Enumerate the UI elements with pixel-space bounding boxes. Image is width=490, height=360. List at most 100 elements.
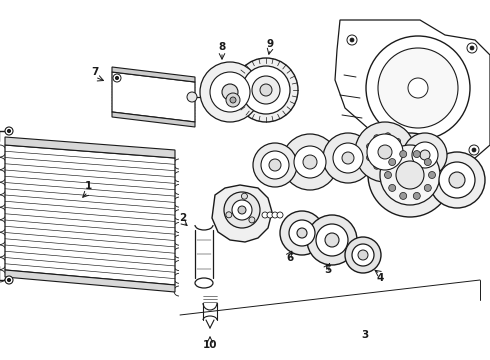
Text: 1: 1 [84, 181, 92, 191]
Circle shape [234, 58, 298, 122]
Circle shape [294, 146, 326, 178]
Circle shape [400, 150, 407, 158]
Text: 10: 10 [203, 340, 217, 350]
Circle shape [367, 143, 372, 149]
Polygon shape [212, 185, 272, 242]
Circle shape [345, 237, 381, 273]
Circle shape [385, 171, 392, 179]
Circle shape [262, 212, 268, 218]
Polygon shape [335, 20, 490, 165]
Circle shape [367, 155, 372, 161]
Circle shape [242, 66, 290, 114]
Circle shape [230, 97, 236, 103]
Circle shape [412, 142, 438, 168]
Circle shape [238, 206, 246, 214]
Text: 5: 5 [324, 265, 332, 275]
Circle shape [380, 145, 440, 205]
Text: 8: 8 [219, 42, 225, 52]
Circle shape [316, 224, 348, 256]
Circle shape [424, 158, 431, 166]
Circle shape [200, 62, 260, 122]
Circle shape [350, 38, 354, 42]
Text: 4: 4 [376, 273, 384, 283]
Circle shape [297, 228, 307, 238]
Circle shape [403, 133, 447, 177]
Polygon shape [112, 112, 195, 127]
Circle shape [210, 72, 250, 112]
Circle shape [394, 159, 401, 166]
Circle shape [242, 193, 247, 199]
Circle shape [5, 127, 13, 135]
Circle shape [347, 35, 357, 45]
Circle shape [355, 122, 415, 182]
Circle shape [378, 145, 392, 159]
Circle shape [356, 146, 360, 150]
Circle shape [269, 159, 281, 171]
Circle shape [232, 200, 252, 220]
Circle shape [253, 143, 297, 187]
Circle shape [224, 192, 260, 228]
Circle shape [449, 172, 465, 188]
Circle shape [252, 76, 280, 104]
Circle shape [394, 138, 401, 144]
Circle shape [428, 171, 436, 179]
Circle shape [353, 143, 363, 153]
Circle shape [413, 150, 420, 158]
Polygon shape [112, 67, 195, 82]
Circle shape [307, 215, 357, 265]
Circle shape [467, 43, 477, 53]
Circle shape [470, 46, 474, 50]
Circle shape [267, 212, 273, 218]
Circle shape [352, 244, 374, 266]
Circle shape [116, 77, 119, 80]
Polygon shape [5, 270, 175, 292]
Circle shape [389, 184, 396, 192]
Circle shape [249, 217, 255, 223]
Circle shape [358, 250, 368, 260]
Circle shape [408, 78, 428, 98]
Circle shape [187, 92, 197, 102]
Polygon shape [5, 137, 175, 158]
Circle shape [439, 162, 475, 198]
Circle shape [325, 233, 339, 247]
Circle shape [469, 145, 479, 155]
Circle shape [424, 184, 431, 192]
Circle shape [289, 220, 315, 246]
Circle shape [7, 279, 10, 282]
Circle shape [282, 134, 338, 190]
Circle shape [261, 151, 289, 179]
Circle shape [277, 212, 283, 218]
Circle shape [333, 143, 363, 173]
Circle shape [366, 36, 470, 140]
Circle shape [385, 133, 391, 139]
Circle shape [7, 130, 10, 132]
Circle shape [396, 161, 424, 189]
Circle shape [374, 135, 380, 141]
Circle shape [113, 74, 121, 82]
Circle shape [374, 163, 380, 169]
Text: 9: 9 [267, 39, 273, 49]
Circle shape [260, 84, 272, 96]
Circle shape [472, 148, 476, 152]
Circle shape [323, 133, 373, 183]
Circle shape [222, 84, 238, 100]
Circle shape [5, 276, 13, 284]
Circle shape [420, 150, 430, 160]
Polygon shape [112, 72, 195, 122]
Text: 6: 6 [286, 253, 294, 263]
Circle shape [398, 149, 405, 155]
Circle shape [385, 165, 391, 171]
Circle shape [226, 212, 232, 218]
Circle shape [413, 193, 420, 199]
Circle shape [272, 212, 278, 218]
Text: 2: 2 [179, 213, 187, 223]
Circle shape [368, 133, 452, 217]
Circle shape [226, 93, 240, 107]
Polygon shape [5, 145, 175, 285]
Circle shape [429, 152, 485, 208]
Circle shape [303, 155, 317, 169]
Circle shape [389, 158, 396, 166]
Circle shape [367, 134, 403, 170]
Circle shape [378, 48, 458, 128]
Text: 7: 7 [91, 67, 98, 77]
